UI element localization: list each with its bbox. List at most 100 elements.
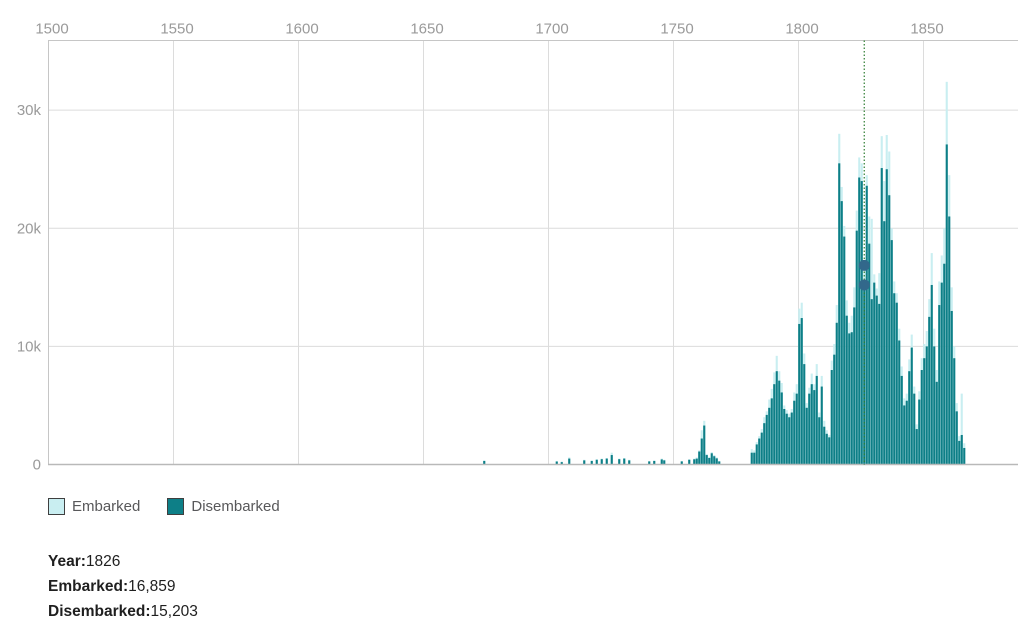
disembarked-bar[interactable] — [560, 462, 563, 465]
disembarked-bar[interactable] — [623, 458, 626, 465]
disembarked-bar[interactable] — [705, 455, 708, 465]
disembarked-bar[interactable] — [923, 358, 926, 465]
disembarked-bar[interactable] — [660, 459, 663, 465]
disembarked-bar[interactable] — [868, 243, 871, 465]
disembarked-bar[interactable] — [698, 451, 701, 465]
disembarked-bar[interactable] — [648, 461, 651, 465]
disembarked-bar[interactable] — [628, 460, 631, 465]
disembarked-bar[interactable] — [915, 429, 918, 465]
disembarked-bar[interactable] — [875, 295, 878, 465]
disembarked-bar[interactable] — [750, 452, 753, 465]
disembarked-bar[interactable] — [825, 433, 828, 465]
disembarked-bar[interactable] — [653, 460, 656, 465]
disembarked-bar[interactable] — [708, 458, 711, 465]
disembarked-bar[interactable] — [755, 444, 758, 465]
disembarked-bar[interactable] — [820, 386, 823, 465]
disembarked-bar[interactable] — [815, 375, 818, 465]
disembarked-bar[interactable] — [775, 371, 778, 465]
disembarked-bar[interactable] — [758, 438, 761, 465]
disembarked-bar[interactable] — [600, 459, 603, 465]
disembarked-bar[interactable] — [810, 384, 813, 465]
disembarked-bar[interactable] — [893, 293, 896, 465]
disembarked-bar[interactable] — [885, 169, 888, 465]
disembarked-bar[interactable] — [610, 455, 613, 465]
disembarked-bar[interactable] — [888, 195, 891, 465]
disembarked-bar[interactable] — [688, 459, 691, 465]
disembarked-bar[interactable] — [925, 346, 928, 465]
disembarked-bar[interactable] — [910, 347, 913, 465]
disembarked-bar[interactable] — [605, 458, 608, 465]
disembarked-bar[interactable] — [695, 458, 698, 465]
disembarked-bar[interactable] — [795, 393, 798, 465]
disembarked-bar[interactable] — [793, 400, 796, 465]
disembarked-bar[interactable] — [808, 393, 811, 465]
disembarked-bar[interactable] — [790, 412, 793, 465]
disembarked-bar[interactable] — [715, 458, 718, 465]
disembarked-bar[interactable] — [938, 305, 941, 465]
disembarked-bar[interactable] — [780, 392, 783, 465]
disembarked-bar[interactable] — [590, 460, 593, 465]
disembarked-bar[interactable] — [920, 370, 923, 465]
disembarked-bar[interactable] — [918, 399, 921, 465]
chart-canvas[interactable]: 1500 1550 1600 1650 1700 1750 1800 1850 0 10k 20k 3… — [0, 0, 1018, 487]
disembarked-bar[interactable] — [913, 393, 916, 465]
disembarked-bar[interactable] — [838, 163, 841, 465]
disembarked-bar[interactable] — [618, 459, 621, 465]
disembarked-bar[interactable] — [963, 447, 966, 465]
disembarked-bar[interactable] — [798, 323, 801, 465]
disembarked-bar[interactable] — [813, 390, 816, 465]
disembarked-bar[interactable] — [713, 456, 716, 465]
disembarked-bar[interactable] — [930, 284, 933, 465]
disembarked-bar[interactable] — [933, 346, 936, 465]
disembarked-bar[interactable] — [805, 407, 808, 465]
disembarked-bar[interactable] — [860, 181, 863, 465]
disembarked-bar[interactable] — [865, 185, 868, 465]
disembarked-bar[interactable] — [663, 460, 666, 465]
disembarked-bar[interactable] — [703, 425, 706, 465]
disembarked-bar[interactable] — [778, 380, 781, 465]
disembarked-bar[interactable] — [953, 358, 956, 465]
disembarked-bar[interactable] — [845, 315, 848, 465]
disembarked-bar[interactable] — [803, 364, 806, 465]
disembarked-bar[interactable] — [753, 452, 756, 465]
legend-item-embarked[interactable]: Embarked — [48, 497, 140, 515]
disembarked-bar[interactable] — [863, 284, 866, 465]
disembarked-bar[interactable] — [848, 333, 851, 465]
disembarked-bar[interactable] — [840, 201, 843, 465]
disembarked-bar[interactable] — [890, 240, 893, 465]
disembarked-bar[interactable] — [700, 438, 703, 465]
disembarked-bar[interactable] — [958, 440, 961, 465]
disembarked-bar[interactable] — [785, 413, 788, 465]
disembarked-bar[interactable] — [940, 282, 943, 465]
disembarked-bar[interactable] — [870, 299, 873, 465]
disembarked-bar[interactable] — [680, 461, 683, 465]
disembarked-bar[interactable] — [948, 216, 951, 465]
legend-item-disembarked[interactable]: Disembarked — [167, 497, 280, 515]
disembarked-bar[interactable] — [955, 411, 958, 465]
disembarked-bar[interactable] — [908, 371, 911, 465]
disembarked-bar[interactable] — [878, 303, 881, 465]
disembarked-bar[interactable] — [773, 384, 776, 465]
disembarked-bar[interactable] — [850, 332, 853, 465]
disembarked-bar[interactable] — [823, 426, 826, 465]
disembarked-bar[interactable] — [873, 282, 876, 465]
disembarked-bar[interactable] — [710, 453, 713, 465]
disembarked-bar[interactable] — [900, 375, 903, 465]
disembarked-bar[interactable] — [905, 400, 908, 465]
disembarked-bar[interactable] — [898, 340, 901, 465]
disembarked-bar[interactable] — [950, 310, 953, 465]
disembarked-bar[interactable] — [943, 263, 946, 465]
disembarked-bar[interactable] — [568, 458, 571, 465]
disembarked-bar[interactable] — [928, 316, 931, 465]
disembarked-bar[interactable] — [765, 414, 768, 465]
disembarked-bar[interactable] — [883, 221, 886, 465]
disembarked-bar[interactable] — [760, 432, 763, 465]
disembarked-bar[interactable] — [783, 408, 786, 465]
disembarked-bar[interactable] — [855, 230, 858, 465]
disembarked-bar[interactable] — [800, 318, 803, 465]
disembarked-bar[interactable] — [555, 461, 558, 465]
disembarked-bar[interactable] — [770, 398, 773, 465]
disembarked-bar[interactable] — [960, 434, 963, 465]
disembarked-bar[interactable] — [830, 370, 833, 465]
disembarked-marker-dot[interactable] — [858, 279, 870, 291]
